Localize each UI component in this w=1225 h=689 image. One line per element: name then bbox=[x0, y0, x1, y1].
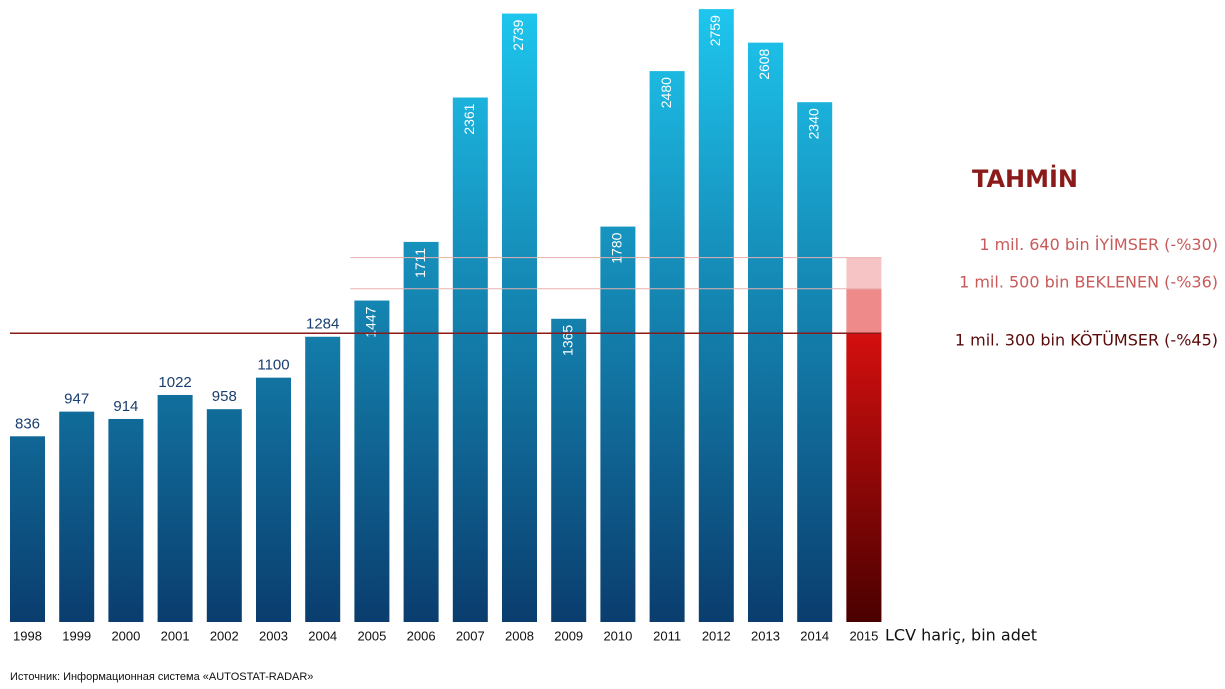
value-label: 836 bbox=[15, 415, 40, 432]
x-tick-label: 1998 bbox=[13, 628, 42, 643]
value-label: 2340 bbox=[805, 108, 821, 139]
scenario-label: 1 mil. 500 bin BEKLENEN (-%36) bbox=[959, 272, 1218, 291]
unit-label: LCV hariç, bin adet bbox=[885, 626, 1037, 645]
value-label: 947 bbox=[64, 391, 89, 408]
x-tick-label: 2005 bbox=[357, 628, 386, 643]
bar bbox=[158, 395, 193, 622]
x-tick-label: 2008 bbox=[505, 628, 534, 643]
bar bbox=[256, 378, 291, 622]
value-label: 2739 bbox=[510, 19, 526, 50]
x-tick-label: 2003 bbox=[259, 628, 288, 643]
bar bbox=[551, 319, 586, 622]
value-label: 1022 bbox=[158, 374, 191, 391]
x-tick-label: 2001 bbox=[161, 628, 190, 643]
bar bbox=[502, 14, 537, 622]
x-tick-label: 2009 bbox=[554, 628, 583, 643]
bar bbox=[748, 43, 783, 622]
value-label: 2361 bbox=[461, 103, 477, 134]
value-label: 2759 bbox=[707, 15, 723, 46]
bar bbox=[207, 409, 242, 622]
value-label: 2480 bbox=[658, 77, 674, 108]
x-tick-label: 2007 bbox=[456, 628, 485, 643]
x-tick-label: 2002 bbox=[210, 628, 239, 643]
value-label: 1780 bbox=[609, 232, 625, 263]
value-label: 1284 bbox=[306, 316, 339, 333]
scenario-label: 1 mil. 300 bin KÖTÜMSER (-%45) bbox=[955, 331, 1218, 350]
x-tick-label: 2011 bbox=[653, 628, 681, 643]
x-tick-label: 2000 bbox=[111, 628, 140, 643]
x-tick-label: 2013 bbox=[751, 628, 780, 643]
bar bbox=[650, 71, 685, 622]
bar bbox=[59, 412, 94, 622]
value-label: 1711 bbox=[412, 248, 428, 278]
value-label: 1100 bbox=[257, 357, 289, 374]
x-tick-label: 2012 bbox=[702, 628, 731, 643]
bar bbox=[10, 436, 45, 622]
bar bbox=[699, 9, 734, 622]
scenario-label: 1 mil. 640 bin İYİMSER (-%30) bbox=[979, 235, 1218, 254]
x-tick-label: 2015 bbox=[849, 628, 878, 643]
forecast-bar bbox=[846, 333, 881, 622]
value-label: 2608 bbox=[756, 48, 772, 79]
value-label: 914 bbox=[113, 398, 138, 415]
x-tick-label: 2010 bbox=[603, 628, 632, 643]
chart: TAHMİN LCV hariç, bin adet Источник: Инф… bbox=[0, 0, 1225, 689]
x-tick-label: 2014 bbox=[800, 628, 829, 643]
bar bbox=[797, 102, 832, 622]
bar bbox=[305, 337, 340, 622]
bar bbox=[404, 242, 439, 622]
value-label: 958 bbox=[212, 388, 237, 405]
x-tick-label: 1999 bbox=[62, 628, 91, 643]
x-tick-label: 2006 bbox=[407, 628, 436, 643]
forecast-title: TAHMİN bbox=[972, 164, 1078, 193]
bar bbox=[354, 301, 389, 622]
value-label: 1365 bbox=[559, 325, 575, 356]
bar bbox=[600, 227, 635, 622]
bar bbox=[453, 98, 488, 622]
bar bbox=[108, 419, 143, 622]
source: Источник: Информационная система «AUTOST… bbox=[10, 671, 313, 683]
x-tick-label: 2004 bbox=[308, 628, 337, 643]
